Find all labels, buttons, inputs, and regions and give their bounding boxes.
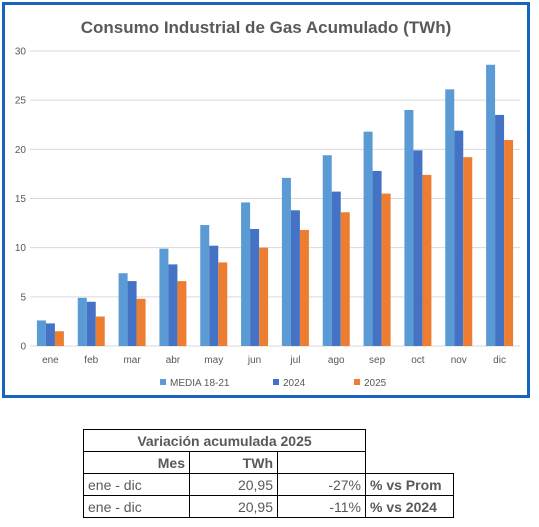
x-tick-label: oct bbox=[411, 355, 425, 366]
bar bbox=[200, 225, 210, 346]
bar bbox=[177, 281, 187, 346]
col-header-twh: TWh bbox=[189, 451, 278, 474]
bar bbox=[486, 64, 496, 346]
legend-label: 2025 bbox=[364, 378, 387, 389]
bar bbox=[86, 301, 96, 346]
y-tick-label: 0 bbox=[20, 342, 26, 353]
bar bbox=[45, 323, 55, 346]
bar bbox=[454, 130, 464, 346]
bar bbox=[363, 131, 373, 346]
x-tick-label: dic bbox=[493, 355, 506, 366]
row-mes: ene - dic bbox=[83, 495, 190, 518]
bar-chart: Consumo Industrial de Gas Acumulado (TWh… bbox=[15, 18, 520, 389]
bar bbox=[290, 210, 300, 346]
bar bbox=[54, 331, 64, 346]
y-tick-label: 25 bbox=[15, 96, 27, 107]
x-tick-label: jun bbox=[247, 355, 261, 366]
bar bbox=[77, 297, 87, 346]
y-tick-label: 30 bbox=[15, 47, 27, 58]
bar bbox=[445, 89, 455, 346]
bar bbox=[159, 248, 169, 346]
bar bbox=[331, 191, 341, 346]
bar bbox=[372, 170, 382, 346]
table-row: ene - dic 20,95 -11% % vs 2024 bbox=[83, 495, 454, 518]
x-tick-label: nov bbox=[451, 355, 467, 366]
row-pct: -11% bbox=[277, 495, 366, 518]
row-label: % vs 2024 bbox=[365, 495, 454, 518]
bar bbox=[127, 281, 137, 346]
legend-swatch bbox=[273, 379, 279, 385]
y-tick-label: 20 bbox=[15, 145, 27, 156]
row-mes: ene - dic bbox=[83, 473, 190, 496]
x-tick-label: may bbox=[204, 355, 223, 366]
x-tick-label: sep bbox=[369, 355, 386, 366]
bar bbox=[504, 139, 514, 346]
bar bbox=[322, 155, 332, 346]
table-title: Variación acumulada 2025 bbox=[83, 429, 366, 452]
row-twh: 20,95 bbox=[189, 473, 278, 496]
bar bbox=[404, 110, 414, 346]
bar bbox=[463, 157, 473, 346]
bar bbox=[168, 264, 178, 346]
bar bbox=[259, 247, 269, 346]
x-tick-label: ene bbox=[42, 355, 59, 366]
bar bbox=[250, 228, 260, 346]
x-tick-label: ago bbox=[328, 355, 345, 366]
y-tick-label: 5 bbox=[20, 292, 26, 303]
legend-label: 2024 bbox=[283, 378, 306, 389]
legend-swatch bbox=[354, 379, 360, 385]
legend-swatch bbox=[160, 379, 166, 385]
row-label: % vs Prom bbox=[365, 473, 454, 496]
legend-label: MEDIA 18-21 bbox=[170, 378, 230, 389]
bar bbox=[136, 298, 146, 346]
bar bbox=[413, 150, 423, 346]
bar bbox=[281, 177, 291, 346]
row-pct: -27% bbox=[277, 473, 366, 496]
x-tick-label: mar bbox=[123, 355, 141, 366]
bar bbox=[299, 229, 309, 346]
x-tick-label: jul bbox=[289, 355, 300, 366]
bar bbox=[340, 212, 350, 346]
bar bbox=[381, 193, 391, 346]
bar bbox=[241, 202, 251, 346]
x-tick-label: feb bbox=[84, 355, 98, 366]
bar bbox=[95, 316, 105, 346]
row-twh: 20,95 bbox=[189, 495, 278, 518]
bar bbox=[118, 273, 128, 346]
bar bbox=[209, 245, 219, 346]
bar bbox=[218, 262, 228, 346]
x-tick-label: abr bbox=[166, 355, 181, 366]
y-tick-label: 15 bbox=[15, 194, 27, 205]
chart-frame: Consumo Industrial de Gas Acumulado (TWh… bbox=[2, 2, 530, 398]
col-header-mes: Mes bbox=[83, 451, 190, 474]
chart-title: Consumo Industrial de Gas Acumulado (TWh… bbox=[81, 18, 452, 37]
col-header-blank bbox=[277, 451, 366, 474]
table-row: ene - dic 20,95 -27% % vs Prom bbox=[83, 473, 454, 496]
y-tick-label: 10 bbox=[15, 243, 27, 254]
variation-table: Variación acumulada 2025 Mes TWh ene - d… bbox=[83, 429, 454, 518]
bar bbox=[422, 174, 432, 346]
bar bbox=[36, 320, 46, 346]
bar bbox=[495, 114, 505, 347]
